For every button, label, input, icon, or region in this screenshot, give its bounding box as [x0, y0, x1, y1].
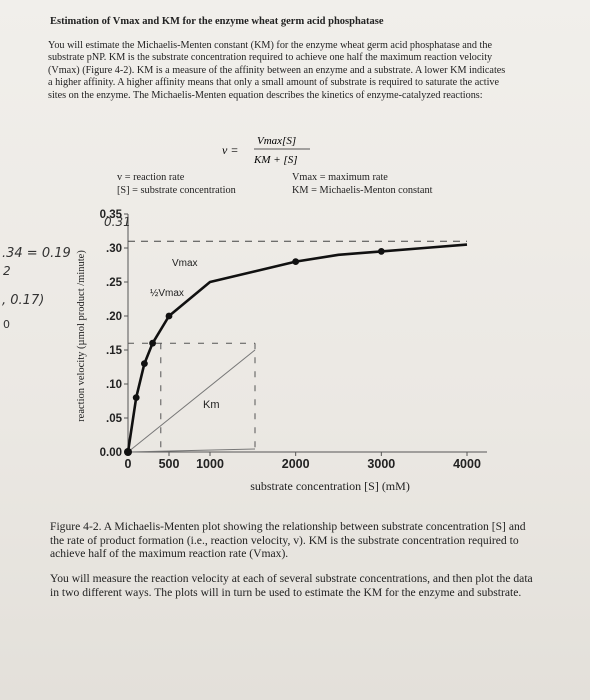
y-tick-label: .10 [106, 379, 122, 391]
michaelis-menten-equation: v = Vmax[S] KM + [S] [222, 135, 310, 166]
data-point [165, 312, 173, 320]
def-vmax: Vmax = maximum rate [292, 172, 388, 183]
y-tick-label: 0.35 [100, 209, 123, 221]
x-tick-label: 0 [125, 457, 132, 471]
michaelis-menten-plot: 0 500 1000 2000 3000 4000 0.00 .05 .10 .15 .20 .25.… [2, 209, 487, 493]
figure-caption: Figure 4-2. A Michaelis-Menten plot show… [50, 520, 526, 561]
x-axis-label: substrate concentration [S] (mM) [250, 479, 410, 493]
x-tick-label: 1000 [196, 457, 224, 471]
handwritten-note: 0.31 [104, 215, 131, 229]
data-point [124, 448, 132, 456]
handwritten-note: 2 [3, 264, 11, 278]
equation-numerator: Vmax[S] [257, 135, 296, 147]
data-point [292, 258, 300, 265]
y-tick-label: .05 [106, 413, 123, 425]
data-point [149, 339, 157, 347]
handwritten-note: .34 = 0.19 [2, 246, 71, 261]
half-vmax-annotation: ½Vmax [150, 288, 184, 299]
y-tick-label: .30 [106, 243, 122, 255]
def-s: [S] = substrate concentration [117, 185, 236, 196]
x-tick-label: 500 [159, 457, 180, 471]
velocity-curve [126, 243, 468, 453]
y-tick-label: 0.00 [100, 447, 122, 459]
y-tick-label: .25 [106, 277, 123, 289]
y-tick-label: .20 [106, 311, 122, 323]
y-tick-label: .15 [106, 345, 123, 357]
equation-denominator: KM + [S] [253, 154, 297, 166]
baseline-line [127, 448, 256, 453]
handwritten-note: 0 [3, 318, 10, 331]
variable-definitions: v = reaction rate [S] = substrate concen… [0, 172, 590, 202]
handwritten-note: , 0.17) [2, 293, 44, 308]
x-tick-label: 3000 [367, 457, 395, 471]
data-point [132, 394, 140, 401]
x-tick-label: 2000 [282, 457, 310, 471]
def-v: v = reaction rate [117, 172, 185, 183]
tangent-line [127, 349, 256, 453]
km-annotation: Km [203, 399, 220, 411]
def-km: KM = Michaelis-Menton constant [292, 185, 433, 196]
equation-lhs: v = [222, 143, 238, 157]
y-axis-label: reaction velocity (µmol product /minute) [76, 250, 87, 422]
x-tick-label: 4000 [453, 457, 481, 471]
closing-paragraph: You will measure the reaction velocity a… [50, 572, 533, 599]
data-point [141, 360, 148, 367]
vmax-annotation: Vmax [172, 258, 198, 269]
intro-paragraph: You will estimate the Michaelis-Menten c… [48, 40, 506, 101]
section-heading: Estimation of Vmax and KM for the enzyme… [50, 16, 384, 27]
data-point [377, 248, 385, 255]
